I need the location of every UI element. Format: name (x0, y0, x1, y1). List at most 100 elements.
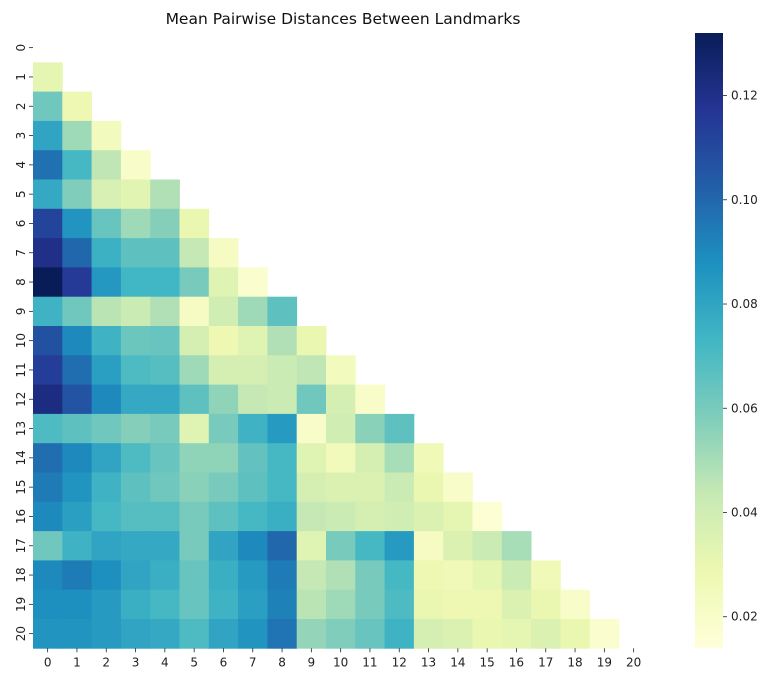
heatmap-cell-11-8 (267, 355, 298, 385)
colorbar-tick-label: 0.12 (731, 89, 758, 103)
heatmap-cell-13-2 (91, 413, 122, 444)
heatmap-cell-16-6 (208, 501, 239, 532)
heatmap-cell-17-6 (208, 531, 239, 561)
heatmap-cell-9-1 (62, 296, 92, 327)
heatmap-cell-11-4 (150, 355, 180, 385)
heatmap-cell-20-5 (179, 619, 210, 649)
heatmap-cell-17-10 (326, 531, 356, 561)
x-tick-label: 18 (567, 655, 582, 669)
heatmap-cell-9-7 (238, 296, 268, 327)
heatmap-cell-3-2 (91, 120, 122, 151)
heatmap-cell-13-7 (238, 413, 268, 444)
heatmap-cell-20-16 (501, 619, 532, 649)
heatmap-cell-16-9 (296, 501, 327, 532)
heatmap-cell-17-5 (179, 531, 210, 561)
x-tick-label: 1 (73, 655, 81, 669)
heatmap-cell-15-6 (208, 472, 239, 503)
heatmap-cell-14-2 (91, 443, 122, 473)
heatmap-cell-20-19 (589, 619, 620, 649)
heatmap-cell-12-9 (296, 384, 327, 415)
x-tick-label: 8 (278, 655, 286, 669)
y-tick-label: 4 (14, 161, 28, 169)
heatmap-cell-17-8 (267, 531, 298, 561)
heatmap-cell-20-4 (150, 619, 180, 649)
y-tick-label: 17 (14, 538, 28, 553)
heatmap-cell-20-3 (120, 619, 151, 649)
heatmap-cell-12-5 (179, 384, 210, 415)
heatmap-cell-14-9 (296, 443, 327, 473)
heatmap-cell-17-0 (33, 531, 63, 561)
heatmap-cell-9-3 (120, 296, 151, 327)
heatmap-cell-13-3 (120, 413, 151, 444)
heatmap-cell-10-2 (91, 326, 122, 356)
colorbar-tick-label: 0.08 (731, 297, 758, 311)
heatmap-cell-12-10 (326, 384, 356, 415)
x-tick-label: 2 (102, 655, 110, 669)
heatmap-cell-14-5 (179, 443, 210, 473)
heatmap-cell-18-14 (443, 560, 473, 591)
heatmap-cell-14-8 (267, 443, 298, 473)
heatmap-cell-19-13 (413, 589, 444, 620)
x-tick-label: 15 (480, 655, 495, 669)
heatmap-cell-7-1 (62, 238, 92, 268)
heatmap-cell-15-4 (150, 472, 180, 503)
heatmap-cell-17-12 (384, 531, 415, 561)
heatmap-cell-12-3 (120, 384, 151, 415)
heatmap-cell-17-16 (501, 531, 532, 561)
heatmap-cell-20-14 (443, 619, 473, 649)
heatmap-cell-19-7 (238, 589, 268, 620)
heatmap-cell-6-1 (62, 208, 92, 239)
y-tick-label: 13 (14, 421, 28, 436)
heatmap-cell-14-7 (238, 443, 268, 473)
heatmap-cell-16-14 (443, 501, 473, 532)
x-tick-label: 12 (392, 655, 407, 669)
heatmap-cell-4-1 (62, 150, 92, 180)
heatmap-cell-16-1 (62, 501, 92, 532)
y-tick-label: 1 (14, 73, 28, 81)
heatmap-cell-19-1 (62, 589, 92, 620)
colorbar-tick-label: 0.06 (731, 401, 758, 415)
heatmap-cell-14-11 (355, 443, 385, 473)
heatmap-cell-19-0 (33, 589, 63, 620)
heatmap-cell-19-5 (179, 589, 210, 620)
heatmap-cell-10-5 (179, 326, 210, 356)
heatmap-cell-20-10 (326, 619, 356, 649)
heatmap-cell-11-2 (91, 355, 122, 385)
heatmap-cell-20-2 (91, 619, 122, 649)
heatmap-cell-20-0 (33, 619, 63, 649)
heatmap-cell-9-8 (267, 296, 298, 327)
heatmap-cell-7-5 (179, 238, 210, 268)
heatmap-cell-6-0 (33, 208, 63, 239)
heatmap-cell-17-15 (472, 531, 503, 561)
heatmap-cell-15-0 (33, 472, 63, 503)
heatmap-cell-10-9 (296, 326, 327, 356)
heatmap-cell-12-1 (62, 384, 92, 415)
heatmap-cell-14-10 (326, 443, 356, 473)
y-tick-label: 0 (14, 44, 28, 52)
heatmap-cell-18-0 (33, 560, 63, 591)
y-tick-label: 20 (14, 626, 28, 641)
heatmap-cell-7-0 (33, 238, 63, 268)
y-tick-label: 5 (14, 190, 28, 198)
heatmap-cell-17-4 (150, 531, 180, 561)
heatmap-cell-7-4 (150, 238, 180, 268)
heatmap-cell-16-12 (384, 501, 415, 532)
x-tick-label: 20 (626, 655, 641, 669)
heatmap-cell-8-5 (179, 267, 210, 298)
heatmap-cell-20-9 (296, 619, 327, 649)
y-tick-label: 19 (14, 597, 28, 612)
heatmap-cell-5-0 (33, 179, 63, 210)
heatmap-cell-5-3 (120, 179, 151, 210)
heatmap-cell-17-11 (355, 531, 385, 561)
heatmap-cell-19-3 (120, 589, 151, 620)
heatmap-cell-18-4 (150, 560, 180, 591)
chart-title: Mean Pairwise Distances Between Landmark… (166, 10, 521, 28)
heatmap-cell-14-12 (384, 443, 415, 473)
heatmap-cell-19-18 (560, 589, 591, 620)
heatmap-cell-5-2 (91, 179, 122, 210)
x-tick-label: 16 (509, 655, 524, 669)
heatmap-cell-11-0 (33, 355, 63, 385)
heatmap-cell-15-8 (267, 472, 298, 503)
heatmap-cell-2-1 (62, 91, 92, 122)
